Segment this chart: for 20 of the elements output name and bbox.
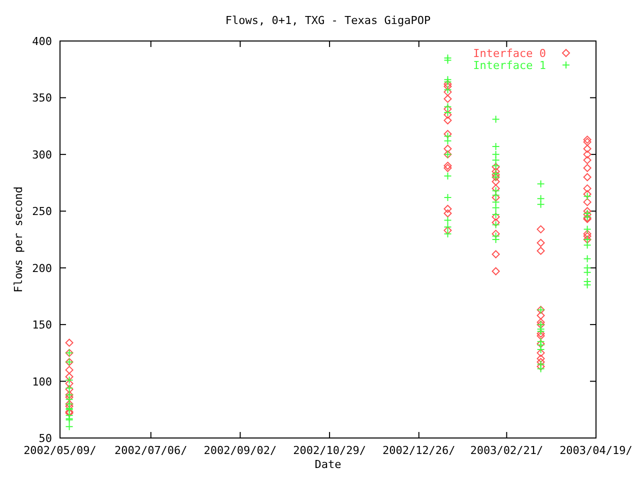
y-tick-label: 350	[32, 92, 52, 105]
y-tick-label: 100	[32, 375, 52, 388]
x-tick-label: 2002/09/02/	[204, 444, 277, 457]
x-tick-label: 2002/12/26/	[382, 444, 456, 457]
y-tick-label: 200	[32, 262, 52, 275]
y-tick-label: 150	[32, 318, 52, 332]
legend-label: Interface 0	[473, 47, 546, 60]
y-tick-label: 50	[38, 432, 52, 445]
x-tick-label: 2003/04/19/	[560, 444, 632, 457]
x-axis-title: Date	[314, 458, 342, 471]
x-tick-label: 2002/10/29/	[293, 444, 366, 457]
legend-label: Interface 1	[473, 59, 546, 72]
x-tick-label: 2002/05/09/	[24, 444, 96, 457]
y-tick-label: 400	[32, 35, 52, 48]
x-tick-label: 2003/02/21/	[470, 444, 544, 457]
y-axis-title: Flows per second	[12, 186, 25, 292]
y-tick-label: 250	[32, 205, 52, 218]
y-tick-label: 300	[32, 148, 52, 162]
chart-title: Flows, 0+1, TXG - Texas GigaPOP	[225, 14, 432, 27]
x-tick-label: 2002/07/06/	[114, 444, 188, 457]
